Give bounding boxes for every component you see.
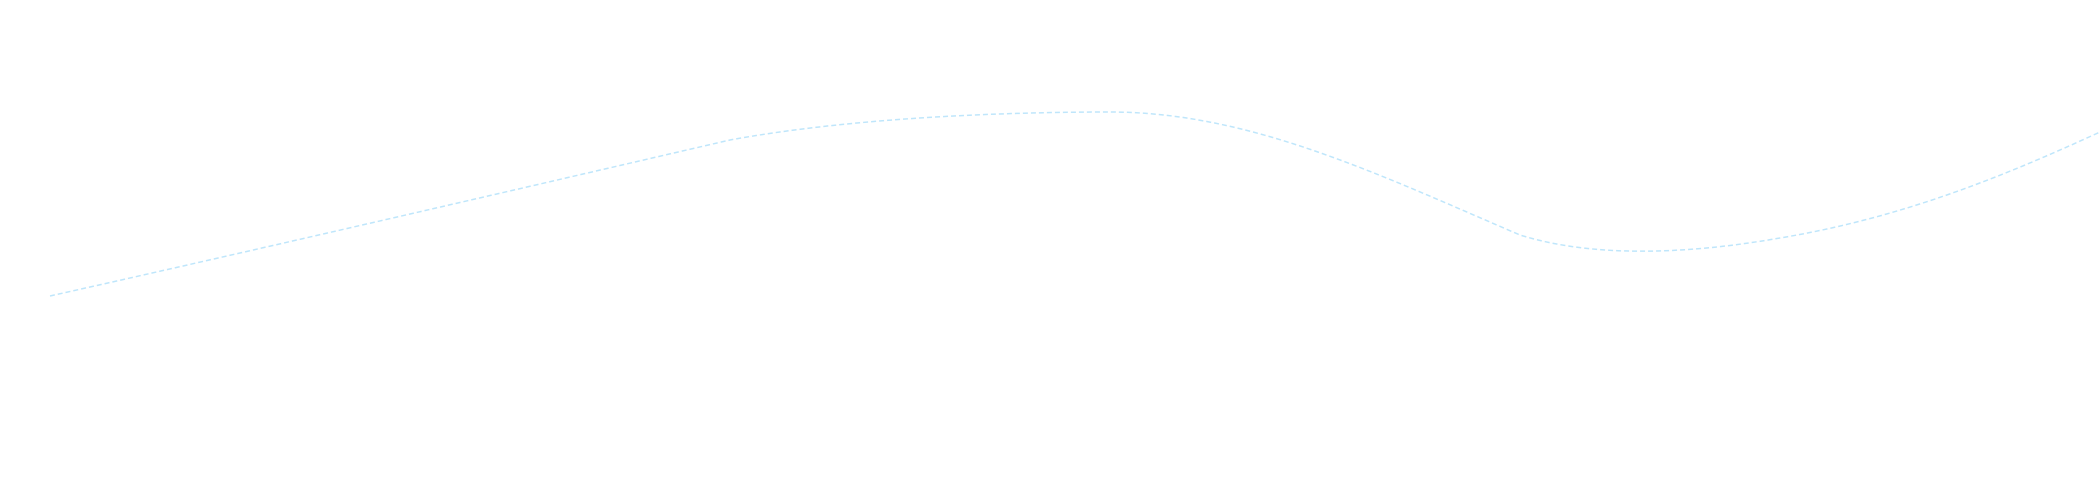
dashed-wave-line — [49, 111, 2100, 297]
